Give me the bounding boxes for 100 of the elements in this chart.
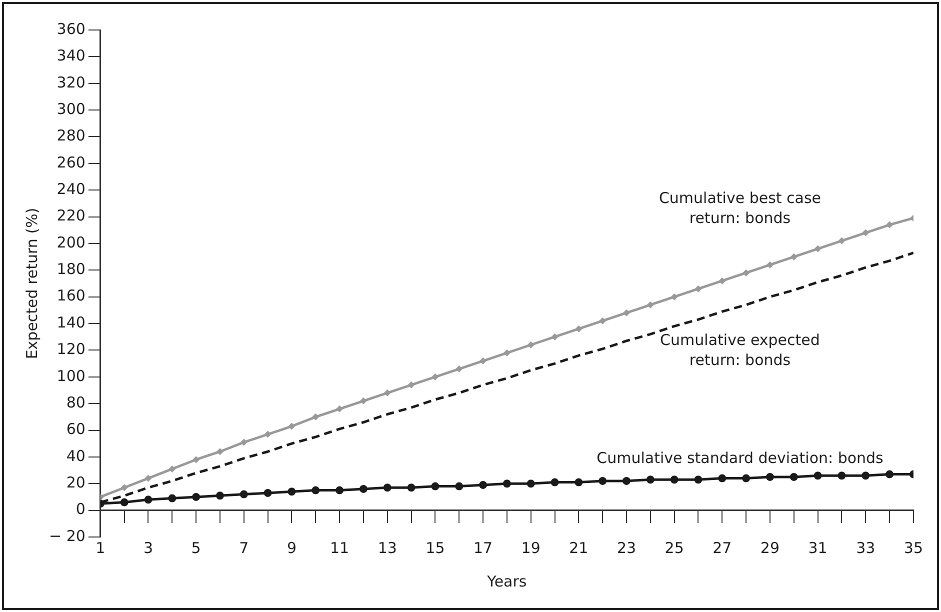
point — [886, 221, 894, 228]
y-tick-label: 320 — [56, 73, 86, 92]
x-tick-label: 35 — [904, 539, 924, 558]
x-tick-label: 31 — [808, 539, 828, 558]
x-tick-label: 23 — [616, 539, 636, 558]
point — [288, 488, 296, 496]
series-label: Cumulative standard deviation: bonds — [596, 448, 884, 467]
point — [694, 285, 702, 292]
x-tick-label: 25 — [664, 539, 684, 558]
point — [192, 492, 200, 501]
point — [360, 397, 367, 404]
point — [599, 317, 606, 324]
point — [240, 438, 248, 446]
point — [288, 422, 296, 430]
y-tick-label: 140 — [56, 313, 86, 332]
x-tick-label: 5 — [191, 539, 201, 558]
point — [886, 470, 894, 478]
y-tick-label: 180 — [56, 260, 86, 278]
point — [718, 277, 726, 284]
y-tick-label: 280 — [56, 126, 86, 145]
point — [120, 484, 128, 492]
point — [838, 237, 846, 244]
x-tick-label: 11 — [330, 539, 350, 558]
point — [479, 480, 488, 489]
point — [240, 490, 248, 498]
y-tick-label: 200 — [56, 233, 86, 252]
point — [622, 476, 631, 485]
point — [456, 365, 463, 372]
point — [192, 456, 200, 464]
point — [838, 472, 846, 480]
point — [144, 496, 152, 504]
y-tick-label: 120 — [56, 340, 86, 358]
x-tick-label: 3 — [143, 539, 154, 558]
point — [168, 494, 176, 502]
y-tick-label: 260 — [56, 153, 86, 172]
y-tick-label: 220 — [56, 206, 86, 225]
x-tick-label: 9 — [286, 539, 296, 558]
x-tick-label: 29 — [760, 539, 780, 558]
point — [574, 478, 583, 486]
point — [646, 476, 654, 484]
point — [480, 357, 487, 364]
point — [336, 405, 344, 412]
x-tick-label: 19 — [521, 539, 540, 558]
x-tick-label: 13 — [378, 539, 397, 558]
point — [766, 472, 774, 481]
point — [168, 465, 176, 472]
y-tick-label: − 20 — [48, 526, 86, 545]
point — [623, 309, 630, 316]
point — [408, 381, 415, 388]
point — [431, 482, 440, 490]
y-tick-label: 20 — [66, 474, 86, 492]
point — [551, 333, 558, 340]
x-tick-label: 17 — [473, 539, 493, 558]
point — [598, 476, 607, 485]
x-tick-label: 15 — [426, 539, 445, 558]
x-tick-label: 1 — [96, 539, 106, 558]
point — [455, 482, 464, 490]
point — [742, 269, 750, 276]
point — [862, 229, 870, 236]
point — [264, 488, 272, 497]
y-tick-label: 340 — [56, 46, 86, 65]
point — [502, 480, 511, 488]
point — [790, 472, 798, 481]
x-tick-label: 27 — [712, 539, 732, 558]
point — [359, 484, 368, 493]
point — [264, 430, 272, 438]
point — [766, 261, 774, 268]
point — [432, 373, 439, 380]
point — [814, 472, 822, 480]
point — [718, 474, 726, 482]
x-tick-label: 33 — [856, 539, 876, 558]
y-tick-label: 0 — [76, 500, 86, 518]
point — [646, 301, 654, 308]
y-axis-title: Expected return (%) — [22, 208, 41, 360]
x-tick-label: 21 — [569, 539, 588, 558]
point — [407, 484, 416, 492]
point — [336, 486, 344, 494]
series-label: Cumulative best case return: bonds — [658, 188, 822, 227]
y-tick-label: 240 — [56, 180, 86, 198]
point — [384, 389, 391, 396]
point — [814, 245, 822, 252]
point — [575, 325, 582, 332]
point — [670, 293, 678, 300]
point — [670, 476, 678, 484]
point — [216, 448, 224, 456]
point — [694, 476, 702, 484]
point — [550, 478, 559, 486]
point — [383, 484, 392, 492]
series-label: Cumulative expected return: bonds — [660, 330, 820, 369]
point — [216, 492, 224, 500]
y-tick-label: 360 — [56, 20, 86, 38]
point — [862, 472, 870, 480]
point — [144, 474, 152, 482]
point — [312, 413, 320, 420]
point — [312, 486, 320, 494]
point — [120, 498, 128, 506]
y-tick-label: 100 — [56, 366, 86, 385]
y-tick-label: 80 — [66, 393, 86, 412]
y-tick-label: 300 — [56, 100, 86, 118]
point — [742, 474, 750, 482]
